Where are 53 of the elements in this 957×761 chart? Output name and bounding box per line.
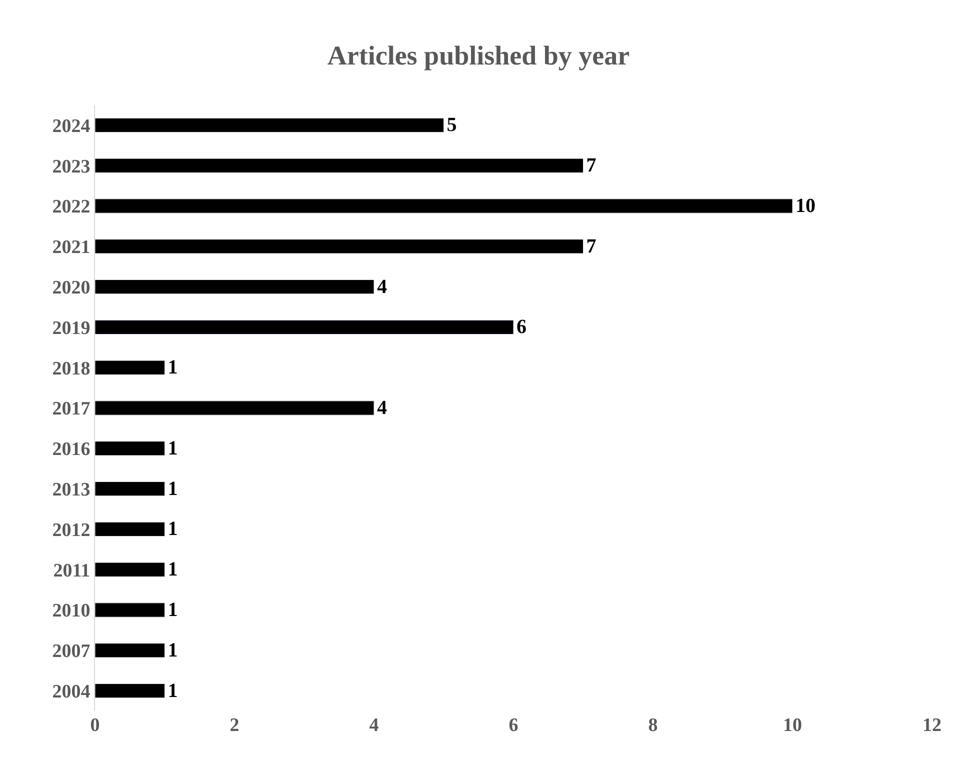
y-tick-label: 2013 [52,479,90,500]
y-tick-label: 2010 [52,600,90,622]
x-tick-label: 4 [369,715,380,736]
bar [95,279,374,294]
data-label: 1 [168,518,178,540]
x-tick-label: 8 [648,715,658,736]
data-label: 4 [377,276,387,298]
y-tick-label: 2007 [52,641,91,662]
y-tick-label: 2016 [52,439,90,460]
data-label: 7 [586,154,596,177]
bar [95,522,165,537]
y-tick-label: 2018 [52,358,90,380]
x-tick-label: 6 [508,715,518,736]
bar [95,198,793,214]
bar [95,602,165,618]
data-label: 1 [168,680,178,702]
bar [95,360,165,375]
data-label: 1 [168,558,178,581]
x-tick-label: 0 [90,715,100,736]
data-label: 4 [377,397,387,419]
data-label: 10 [796,195,816,217]
bar [95,441,165,456]
data-label: 1 [168,639,178,662]
y-tick-label: 2019 [52,318,90,339]
data-label: 1 [168,356,178,379]
x-tick-label: 12 [922,715,942,736]
y-tick-label: 2020 [52,277,90,298]
bar [95,400,374,416]
chart-title: Articles published by year [327,40,630,71]
bar [95,320,514,335]
data-label: 1 [168,599,178,621]
bar [95,683,165,698]
data-label: 5 [446,114,457,136]
x-tick-label: 2 [230,715,240,736]
y-tick-label: 2017 [52,398,91,420]
bar [95,239,584,254]
bar [95,562,165,577]
y-tick-label: 2024 [52,116,91,137]
data-label: 1 [168,478,178,500]
data-label: 6 [516,316,526,338]
data-label: 1 [168,437,178,460]
data-label: 7 [586,235,596,258]
bar [95,158,584,173]
y-tick-label: 2011 [53,560,90,582]
bar [95,643,165,658]
x-tick-label: 10 [783,715,802,736]
y-tick-label: 2023 [52,156,90,178]
y-tick-label: 2021 [52,237,90,258]
y-tick-label: 2012 [52,520,90,541]
bar [95,481,165,496]
bar [95,118,444,133]
y-tick-label: 2004 [52,681,91,702]
y-tick-label: 2022 [52,196,90,218]
